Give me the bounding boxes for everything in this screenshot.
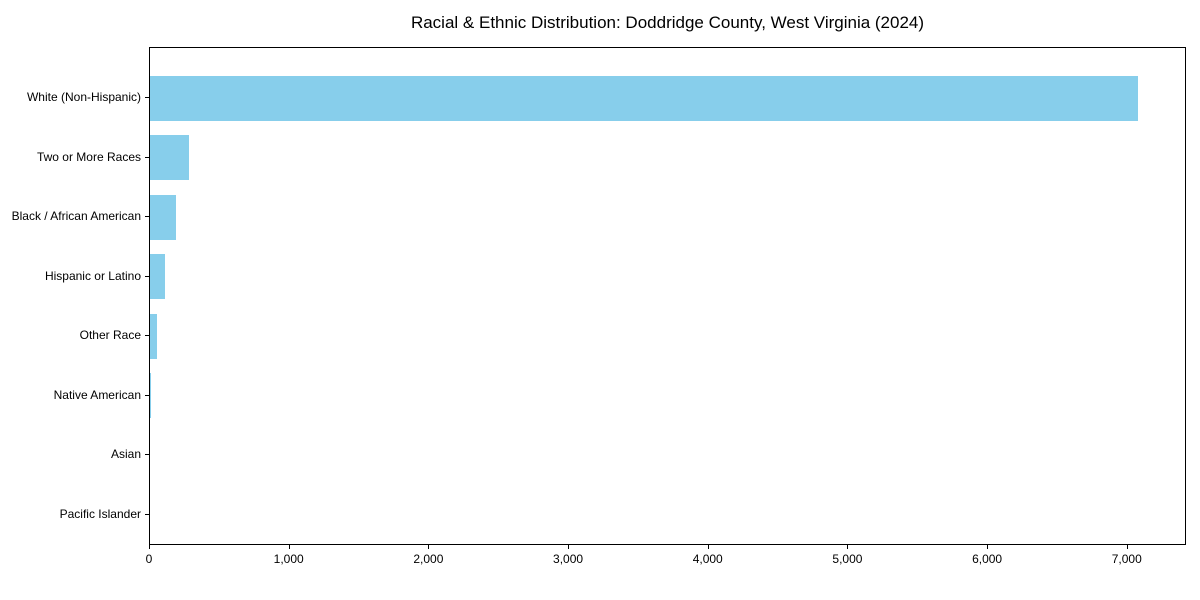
bar-two-or-more-races bbox=[150, 135, 190, 181]
x-tick-label-5000: 5,000 bbox=[832, 552, 863, 566]
y-tick-other-race bbox=[145, 335, 149, 337]
y-tick-native-american bbox=[145, 394, 149, 396]
x-tick-label-0: 0 bbox=[145, 552, 153, 566]
x-tick-0 bbox=[149, 545, 150, 549]
x-tick-label-1000: 1,000 bbox=[273, 552, 304, 566]
y-tick-two-or-more-races bbox=[145, 156, 149, 158]
bar-black-african-american bbox=[150, 194, 176, 240]
y-tick-asian bbox=[145, 454, 149, 456]
chart-title: Racial & Ethnic Distribution: Doddridge … bbox=[410, 13, 925, 32]
y-tick-hispanic-or-latino bbox=[145, 275, 149, 277]
x-tick-4000 bbox=[707, 545, 709, 549]
x-tick-label-3000: 3,000 bbox=[553, 552, 584, 566]
bar-hispanic-or-latino bbox=[150, 254, 165, 300]
x-tick-label-6000: 6,000 bbox=[972, 552, 1003, 566]
x-tick-1000 bbox=[288, 545, 290, 549]
y-tick-white-non-hispanic bbox=[145, 97, 149, 98]
bar-other-race bbox=[150, 313, 157, 359]
x-tick-label-4000: 4,000 bbox=[692, 552, 723, 566]
y-axis-label-other-race: Other Race bbox=[79, 328, 141, 343]
y-axis-label-hispanic-or-latino: Hispanic or Latino bbox=[44, 268, 141, 283]
x-tick-5000 bbox=[847, 545, 849, 549]
x-tick-6000 bbox=[987, 545, 989, 549]
bar-white-non-hispanic bbox=[150, 75, 1138, 121]
y-tick-black-african-american bbox=[145, 216, 149, 218]
x-tick-label-2000: 2,000 bbox=[413, 552, 444, 566]
x-tick-3000 bbox=[568, 545, 570, 549]
y-axis-label-native-american: Native American bbox=[53, 387, 141, 402]
y-axis-label-white-non-hispanic: White (Non-Hispanic) bbox=[26, 90, 141, 104]
x-tick-7000 bbox=[1126, 545, 1128, 549]
y-tick-pacific-islander bbox=[145, 513, 149, 515]
bar-native-american bbox=[150, 373, 152, 419]
y-axis-label-black-african-american: Black / African American bbox=[11, 209, 141, 224]
y-axis-label-pacific-islander: Pacific Islander bbox=[59, 506, 141, 521]
x-tick-label-7000: 7,000 bbox=[1111, 552, 1142, 566]
y-axis-label-asian: Asian bbox=[110, 447, 141, 462]
x-tick-2000 bbox=[428, 545, 430, 549]
y-axis-label-two-or-more-races: Two or More Races bbox=[36, 149, 141, 164]
plot-area bbox=[149, 47, 1186, 545]
